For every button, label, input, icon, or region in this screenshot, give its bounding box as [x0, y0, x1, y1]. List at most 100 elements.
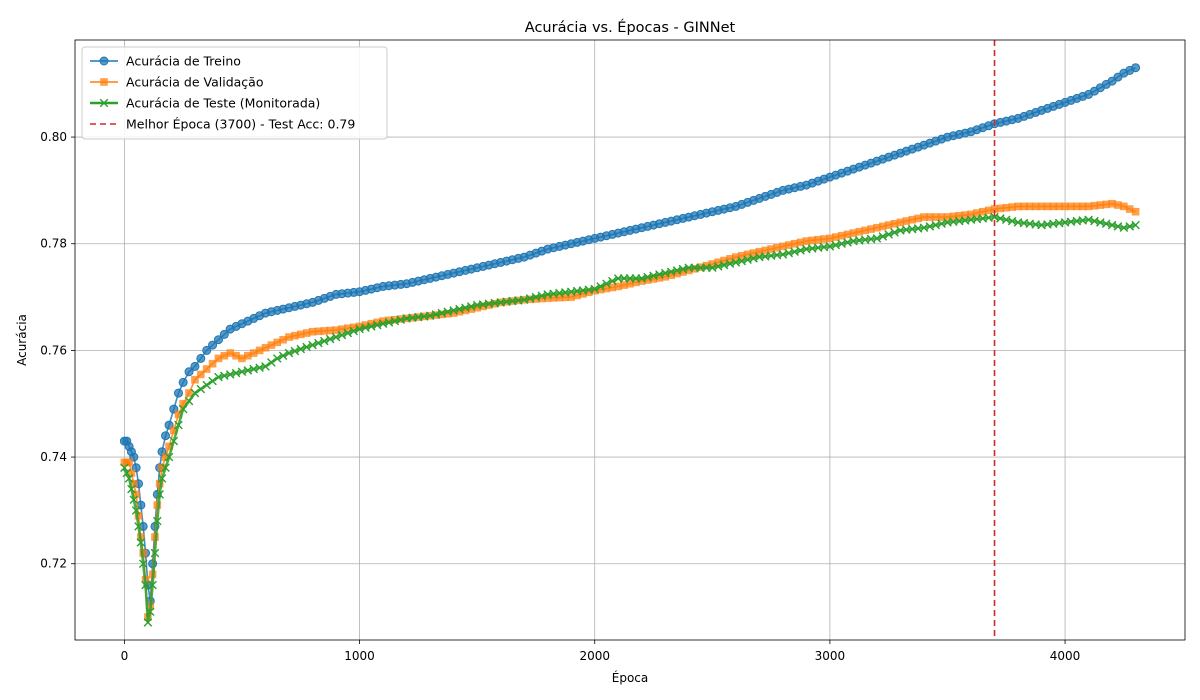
data-point	[1131, 220, 1140, 230]
data-point	[124, 474, 134, 483]
data-point	[567, 293, 576, 301]
data-point	[902, 217, 911, 225]
data-point	[150, 548, 160, 558]
data-point	[720, 256, 728, 265]
data-point	[153, 516, 162, 526]
data-point	[244, 351, 252, 360]
data-point	[332, 326, 340, 334]
data-point	[1031, 202, 1040, 211]
data-point	[184, 367, 194, 377]
x-tick-label: 1000	[344, 649, 375, 663]
data-point	[843, 230, 852, 239]
data-point	[190, 361, 200, 371]
data-point	[178, 404, 188, 414]
series-1	[119, 63, 1141, 606]
data-point	[855, 227, 864, 236]
data-point	[131, 506, 141, 515]
data-point	[614, 282, 623, 291]
data-point	[914, 214, 922, 223]
data-point	[726, 255, 734, 263]
data-point	[978, 207, 987, 216]
data-point	[337, 330, 347, 340]
data-point	[285, 333, 293, 341]
data-point	[255, 346, 264, 355]
data-point	[1037, 202, 1046, 211]
data-point	[164, 452, 174, 462]
legend-label: Acurácia de Teste (Monitorada)	[126, 96, 320, 111]
data-point	[949, 212, 958, 221]
data-point	[197, 370, 205, 379]
data-point	[596, 282, 605, 291]
data-point	[732, 253, 740, 261]
data-point	[673, 269, 681, 278]
data-point	[796, 238, 805, 247]
y-tick-label: 0.72	[40, 557, 67, 571]
y-tick-label: 0.76	[40, 343, 67, 357]
data-point	[649, 275, 658, 283]
data-point	[379, 317, 387, 325]
data-point	[136, 538, 146, 547]
data-point	[220, 351, 229, 360]
data-point	[473, 303, 481, 312]
data-point	[549, 294, 558, 302]
data-point	[155, 479, 164, 488]
data-point	[743, 250, 752, 259]
data-point	[314, 338, 323, 348]
data-point	[890, 228, 899, 237]
data-point	[755, 247, 764, 256]
data-point	[208, 376, 217, 386]
data-point	[232, 351, 240, 360]
data-point	[1067, 202, 1075, 211]
data-point	[602, 284, 611, 293]
x-tick-label: 4000	[1050, 649, 1081, 663]
data-point	[178, 377, 188, 387]
data-point	[808, 236, 817, 245]
data-point	[141, 580, 150, 590]
legend-label: Acurácia de Treino	[126, 54, 241, 69]
data-point	[784, 241, 793, 249]
legend-entry-3: Acurácia de Teste (Monitorada)	[90, 96, 320, 111]
x-tick-label: 0	[121, 649, 129, 663]
data-point	[708, 260, 717, 268]
data-point	[602, 279, 611, 289]
data-point	[202, 365, 211, 373]
data-point	[1090, 201, 1099, 210]
data-point	[667, 271, 675, 279]
data-point	[461, 306, 470, 315]
data-point	[196, 384, 206, 394]
data-point	[134, 511, 143, 520]
data-point	[626, 279, 634, 288]
data-point	[955, 211, 964, 220]
data-point	[129, 495, 139, 505]
data-point	[1020, 202, 1028, 211]
data-point	[161, 453, 170, 461]
data-point	[291, 331, 299, 340]
data-point	[637, 277, 646, 285]
data-point	[169, 436, 179, 446]
data-point	[157, 474, 167, 483]
data-point	[308, 340, 317, 350]
data-point	[213, 335, 223, 345]
data-point	[158, 463, 166, 472]
data-point	[308, 327, 317, 336]
data-point	[990, 205, 999, 213]
data-point	[779, 242, 787, 251]
data-point	[872, 234, 882, 243]
data-point	[1073, 202, 1081, 211]
data-point	[145, 607, 155, 617]
data-point	[1061, 202, 1069, 211]
data-point	[208, 359, 217, 368]
data-point	[643, 276, 652, 284]
data-point	[561, 293, 570, 302]
data-point	[1125, 205, 1134, 213]
data-point	[661, 273, 670, 281]
chart-title: Acurácia vs. Épocas - GINNet	[525, 19, 736, 36]
data-point	[573, 291, 581, 300]
data-point	[837, 231, 846, 240]
data-point	[1096, 201, 1105, 209]
data-point	[878, 232, 888, 241]
data-point	[261, 362, 270, 371]
legend-swatch-marker	[99, 56, 109, 66]
data-point	[1055, 202, 1063, 211]
data-point	[1002, 203, 1011, 212]
